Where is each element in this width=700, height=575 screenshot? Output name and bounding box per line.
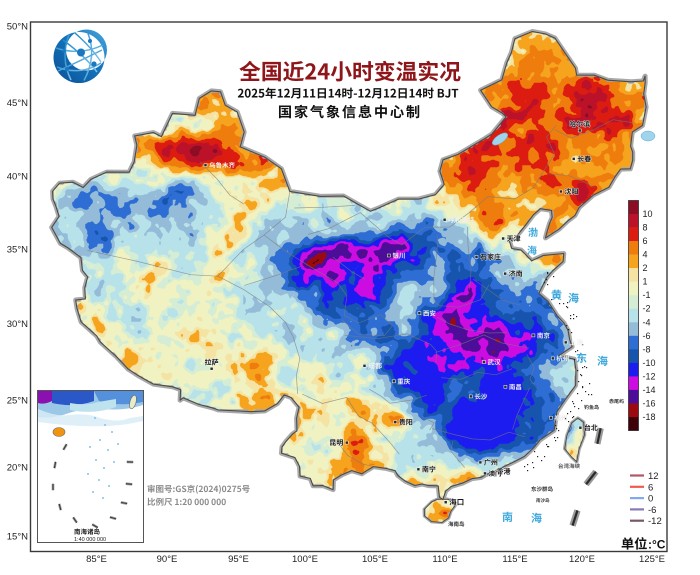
svg-text:85°E: 85°E bbox=[86, 554, 107, 565]
svg-text:12: 12 bbox=[648, 471, 659, 482]
svg-text:6: 6 bbox=[643, 236, 648, 246]
svg-text:2: 2 bbox=[643, 263, 648, 273]
svg-text:10: 10 bbox=[643, 209, 653, 219]
svg-text:50°N: 50°N bbox=[7, 22, 28, 33]
svg-text:1: 1 bbox=[643, 277, 648, 287]
svg-text:95°E: 95°E bbox=[228, 554, 249, 565]
svg-text:-6: -6 bbox=[648, 505, 656, 516]
svg-text:25°N: 25°N bbox=[7, 396, 28, 407]
svg-text:110°E: 110°E bbox=[432, 554, 457, 565]
svg-text:8: 8 bbox=[643, 223, 648, 233]
svg-text:30°N: 30°N bbox=[7, 319, 28, 330]
svg-text:90°E: 90°E bbox=[157, 554, 178, 565]
svg-text:-10: -10 bbox=[643, 358, 656, 368]
svg-text:40°N: 40°N bbox=[7, 172, 28, 183]
svg-text::°C: :°C bbox=[648, 538, 666, 552]
svg-text:-12: -12 bbox=[643, 371, 656, 381]
svg-text:-14: -14 bbox=[643, 385, 656, 395]
svg-text:125°E: 125°E bbox=[639, 554, 665, 565]
svg-text:-2: -2 bbox=[643, 304, 651, 314]
svg-text:-1: -1 bbox=[643, 290, 651, 300]
svg-text:105°E: 105°E bbox=[362, 554, 388, 565]
svg-text:35°N: 35°N bbox=[7, 245, 28, 256]
svg-text:45°N: 45°N bbox=[7, 98, 28, 109]
svg-text:-8: -8 bbox=[643, 344, 651, 354]
svg-text:100°E: 100°E bbox=[292, 554, 318, 565]
svg-text:0: 0 bbox=[648, 494, 653, 505]
svg-text:120°E: 120°E bbox=[569, 554, 595, 565]
svg-text:-18: -18 bbox=[643, 412, 656, 422]
svg-text:115°E: 115°E bbox=[502, 554, 527, 565]
svg-text:1:40 000 000: 1:40 000 000 bbox=[74, 537, 106, 543]
svg-text:4: 4 bbox=[643, 250, 648, 260]
svg-text:-12: -12 bbox=[648, 516, 662, 527]
svg-text:15°N: 15°N bbox=[7, 532, 28, 543]
svg-text:-6: -6 bbox=[643, 331, 651, 341]
svg-text:6: 6 bbox=[648, 482, 653, 493]
svg-text:-4: -4 bbox=[643, 317, 651, 327]
svg-text:-16: -16 bbox=[643, 398, 656, 408]
svg-text:20°N: 20°N bbox=[7, 463, 28, 474]
